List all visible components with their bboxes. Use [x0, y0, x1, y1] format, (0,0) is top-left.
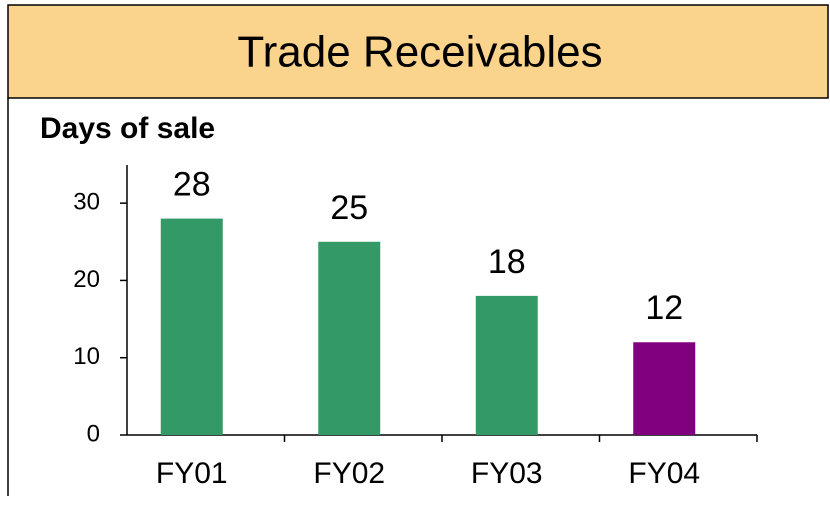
value-label: 12 — [645, 289, 683, 327]
chart-title: Trade Receivables — [237, 28, 602, 77]
x-tick-label: FY04 — [628, 457, 700, 490]
y-tick-label: 20 — [73, 266, 100, 293]
value-label: 28 — [173, 166, 211, 204]
y-tick-label: 30 — [73, 188, 100, 215]
value-label: 18 — [488, 243, 526, 281]
y-tick-label: 10 — [73, 343, 100, 370]
bar — [160, 218, 223, 435]
value-label: 25 — [330, 189, 368, 227]
bar — [475, 295, 538, 435]
x-tick-label: FY02 — [313, 457, 385, 490]
bar — [318, 241, 381, 435]
chart-subtitle: Days of sale — [40, 112, 215, 145]
bar — [633, 342, 696, 435]
x-tick-label: FY01 — [156, 457, 228, 490]
y-tick-label: 0 — [87, 420, 100, 447]
x-tick-label: FY03 — [471, 457, 543, 490]
header-band — [7, 4, 829, 99]
